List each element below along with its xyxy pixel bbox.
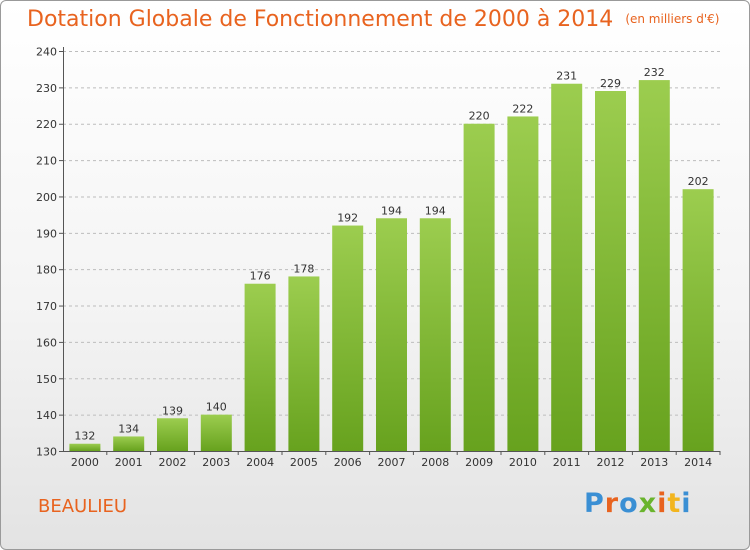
y-tick-label: 200 (36, 191, 57, 204)
data-label: 192 (337, 212, 358, 225)
x-tick-label: 2001 (115, 456, 143, 469)
x-tick-label: 2007 (378, 456, 406, 469)
y-tick-label: 240 (36, 46, 57, 59)
bar (244, 283, 276, 451)
bar (682, 189, 714, 451)
y-tick-label: 190 (36, 227, 57, 240)
y-tick-label: 210 (36, 155, 57, 168)
data-label: 132 (74, 430, 95, 443)
bar (638, 80, 670, 451)
logo-letter: i (681, 488, 692, 519)
x-tick-label: 2008 (421, 456, 449, 469)
bar (595, 91, 626, 451)
data-label: 140 (206, 401, 227, 414)
data-label: 222 (512, 102, 533, 115)
y-tick-label: 150 (36, 373, 57, 386)
data-label: 178 (293, 262, 314, 275)
bar (376, 218, 407, 451)
x-tick-label: 2010 (509, 456, 537, 469)
data-label: 194 (381, 204, 402, 217)
bar (113, 436, 145, 451)
x-tick-label: 2011 (553, 456, 581, 469)
data-label: 229 (600, 77, 621, 90)
data-label: 134 (118, 422, 139, 435)
x-tick-label: 2006 (334, 456, 362, 469)
x-tick-label: 2005 (290, 456, 318, 469)
bar (157, 418, 188, 451)
bar (551, 83, 583, 452)
x-tick-label: 2004 (246, 456, 274, 469)
data-label: 220 (469, 110, 490, 123)
data-label: 231 (556, 70, 577, 83)
proxiti-logo[interactable]: Proxiti (584, 488, 692, 519)
x-tick-label: 2000 (71, 456, 99, 469)
chart-title-text: Dotation Globale de Fonctionnement de 20… (27, 7, 614, 32)
y-tick-label: 140 (36, 409, 57, 422)
chart-unit: (en milliers d'€) (625, 12, 720, 26)
data-label: 139 (162, 404, 183, 417)
logo-letter: r (604, 488, 620, 519)
x-tick-label: 2013 (640, 456, 668, 469)
bar (288, 276, 320, 451)
city-name: BEAULIEU (38, 496, 128, 517)
x-axis: 2000 2001 2002 2003 2004 2005 2006 2007 2008 2009… (63, 451, 721, 469)
bar (200, 414, 232, 451)
data-label: 232 (644, 66, 665, 79)
logo-letter: i (657, 488, 668, 519)
bars: 132 134 139 140 176 178 192 194 194 220 222 231 229 2… (69, 66, 714, 452)
y-tick-label: 230 (36, 82, 57, 95)
x-tick-label: 2002 (159, 456, 187, 469)
logo-letter: x (638, 488, 658, 519)
bar (463, 123, 495, 452)
logo-letter: P (584, 488, 605, 519)
logo-letter: o (619, 488, 639, 519)
data-label: 176 (250, 270, 271, 283)
y-axis: 130 140 150 160 170 180 190 200 210 220 230 240 (36, 46, 64, 459)
logo-letter: t (667, 488, 682, 519)
chart-title: Dotation Globale de Fonctionnement de 20… (27, 7, 719, 32)
x-tick-label: 2014 (684, 456, 712, 469)
x-tick-label: 2003 (202, 456, 230, 469)
y-tick-label: 170 (36, 300, 57, 313)
y-tick-label: 220 (36, 118, 57, 131)
bar (332, 225, 364, 451)
y-tick-label: 180 (36, 264, 57, 277)
bar (419, 218, 451, 451)
x-tick-label: 2009 (465, 456, 493, 469)
x-tick-label: 2012 (597, 456, 625, 469)
data-label: 202 (688, 175, 709, 188)
bar (507, 116, 539, 452)
y-tick-label: 160 (36, 336, 57, 349)
bar (69, 443, 101, 451)
y-tick-label: 130 (36, 446, 57, 459)
data-label: 194 (425, 204, 446, 217)
